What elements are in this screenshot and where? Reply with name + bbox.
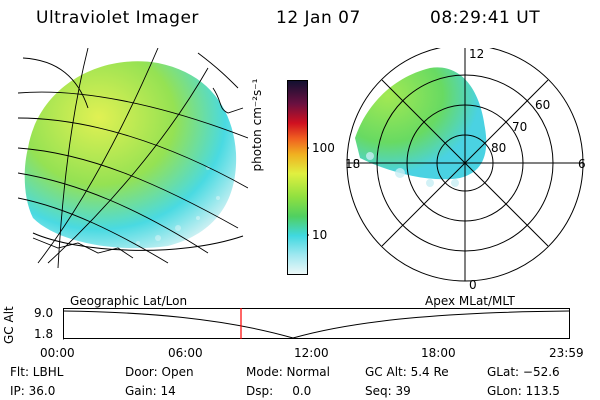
colorbar-tick-100: 100 bbox=[312, 141, 335, 155]
polar-label-6: 6 bbox=[578, 157, 586, 171]
timeline-ytick-1-8: 1.8 bbox=[34, 327, 54, 341]
info-glat: GLat: −52.6 bbox=[487, 365, 560, 379]
info-door: Door: Open bbox=[125, 365, 194, 379]
colorbar-tick-10: 10 bbox=[312, 228, 328, 242]
altitude-timeline bbox=[63, 308, 570, 340]
info-ip: IP: 36.0 bbox=[10, 384, 56, 398]
timeline-xtick-0600: 06:00 bbox=[168, 346, 203, 360]
info-seq: Seq: 39 bbox=[365, 384, 411, 398]
color-bar bbox=[287, 80, 309, 275]
polar-lat-60: 60 bbox=[535, 98, 551, 112]
instrument-title: Ultraviolet Imager bbox=[36, 8, 199, 28]
polar-lat-80: 80 bbox=[491, 141, 507, 155]
colorbar-unit-label: photon cm⁻²s⁻¹ bbox=[250, 78, 264, 172]
time-label: 08:29:41 UT bbox=[430, 8, 541, 28]
polar-label-0: 0 bbox=[469, 278, 477, 292]
timeline-xtick-1800: 18:00 bbox=[421, 346, 456, 360]
timeline-ytick-9: 9.0 bbox=[34, 306, 54, 320]
info-glon: GLon: 113.5 bbox=[487, 384, 560, 398]
timeline-xtick-1200: 12:00 bbox=[294, 346, 329, 360]
geographic-image bbox=[18, 48, 248, 268]
polar-plot bbox=[346, 48, 584, 282]
timeline-y-axis-label: GC Alt bbox=[2, 306, 16, 344]
info-filter: Flt: LBHL bbox=[10, 365, 64, 379]
date-label: 12 Jan 07 bbox=[276, 8, 361, 28]
timeline-right-title: Apex MLat/MLT bbox=[425, 294, 515, 308]
info-gain: Gain: 14 bbox=[125, 384, 176, 398]
polar-label-18: 18 bbox=[345, 157, 361, 171]
timeline-xtick-0000: 00:00 bbox=[40, 346, 75, 360]
info-gc-alt: GC Alt: 5.4 Re bbox=[365, 365, 449, 379]
timeline-xtick-2359: 23:59 bbox=[549, 346, 584, 360]
info-dsp: Dsp: 0.0 bbox=[246, 384, 312, 398]
info-mode: Mode: Normal bbox=[246, 365, 330, 379]
timeline-left-title: Geographic Lat/Lon bbox=[70, 294, 188, 308]
polar-label-12: 12 bbox=[469, 47, 485, 61]
polar-lat-70: 70 bbox=[512, 120, 528, 134]
